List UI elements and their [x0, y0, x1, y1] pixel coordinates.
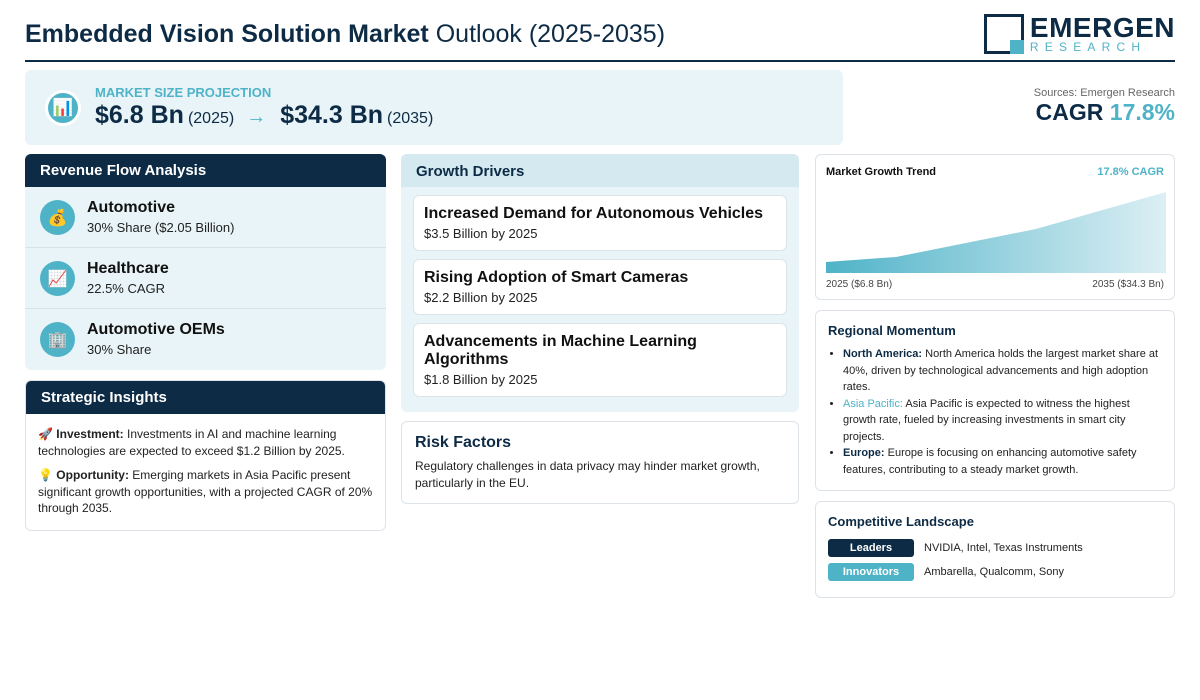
- revenue-icon: 📈: [40, 261, 75, 296]
- driver-card: Advancements in Machine Learning Algorit…: [413, 323, 787, 397]
- revenue-name: Automotive OEMs: [87, 321, 225, 338]
- region-list: North America: North America holds the l…: [828, 346, 1162, 478]
- insight-icon: 🚀: [38, 427, 53, 441]
- logo-sub: RESEARCH: [1029, 39, 1147, 54]
- insight: 💡 Opportunity: Emerging markets in Asia …: [38, 467, 373, 517]
- revenue-name: Healthcare: [87, 260, 169, 277]
- section-title: Risk Factors: [415, 434, 512, 451]
- insight-list: 🚀 Investment: Investments in AI and mach…: [26, 426, 385, 517]
- driver-detail: $3.5 Billion by 2025: [424, 226, 538, 241]
- logo-mark: [983, 14, 1024, 54]
- summary: Sources: Emergen Research CAGR 17.8%: [1034, 87, 1175, 126]
- region-name: Europe:: [843, 447, 885, 459]
- trend-cagr: 17.8% CAGR: [1097, 166, 1164, 178]
- revenue-item: 📈 Healthcare 22.5% CAGR: [25, 248, 386, 309]
- growth-drivers: Growth Drivers Increased Demand for Auto…: [401, 154, 799, 412]
- company-names: Ambarella, Qualcomm, Sony: [924, 566, 1064, 578]
- trend-card: Market Growth Trend 17.8% CAGR 2025 ($6.…: [815, 154, 1175, 300]
- section-title: Growth Drivers: [401, 154, 799, 187]
- driver-card: Rising Adoption of Smart Cameras $2.2 Bil…: [413, 259, 787, 315]
- driver-name: Advancements in Machine Learning Algorit…: [424, 333, 697, 368]
- revenue-item: 💰 Automotive 30% Share ($2.05 Billion): [25, 187, 386, 248]
- revenue-detail: 30% Share: [87, 342, 152, 357]
- risk-factors: Risk Factors Regulatory challenges in da…: [401, 421, 799, 504]
- regional-momentum: Regional Momentum North America: North A…: [815, 310, 1175, 491]
- region-text: North America holds the largest market s…: [843, 348, 1159, 393]
- region-text: Asia Pacific is expected to witness the …: [843, 397, 1130, 443]
- end-year: (2035): [387, 110, 434, 127]
- revenue-flow: Revenue Flow Analysis 💰 Automotive 30% Sha…: [25, 154, 386, 370]
- cagr-value: 17.8%: [1109, 99, 1175, 125]
- end-value: $34.3 Bn: [280, 101, 384, 129]
- revenue-item: 🏢 Automotive OEMs 30% Share: [25, 309, 386, 370]
- title-rest: Outlook (2025-2035): [435, 20, 666, 48]
- section-title: Strategic Insights: [26, 381, 385, 414]
- driver-detail: $1.8 Billion by 2025: [424, 372, 538, 387]
- start-value: $6.8 Bn: [95, 101, 184, 129]
- insight-text: Investments in AI and machine learning t…: [38, 427, 345, 458]
- projection-values: $6.8 Bn (2025) → $34.3 Bn (2035): [95, 101, 445, 130]
- insight-label: Opportunity:: [56, 468, 129, 482]
- region-text: Europe is focusing on enhancing automoti…: [843, 447, 1137, 476]
- company-row: Leaders NVIDIA, Intel, Texas Instruments: [828, 539, 1162, 557]
- start-year: (2025): [187, 110, 235, 127]
- trend-title: Market Growth Trend: [826, 166, 937, 178]
- trend-end: 2035 ($34.3 Bn): [1092, 279, 1164, 290]
- title-bold: Embedded Vision Solution Market: [25, 20, 429, 48]
- revenue-detail: 30% Share ($2.05 Billion): [87, 220, 235, 235]
- arrow: →: [246, 106, 267, 128]
- header-rule: [25, 60, 1175, 62]
- company-tag: Leaders: [828, 539, 914, 557]
- section-title: Regional Momentum: [828, 323, 956, 338]
- insight-icon: 💡: [38, 468, 53, 482]
- section-title: Revenue Flow Analysis: [25, 154, 386, 187]
- logo: EMERGEN RESEARCH: [983, 11, 1175, 54]
- region-item: North America: North America holds the l…: [843, 346, 1162, 396]
- trend-area: [826, 192, 1166, 273]
- revenue-list: 💰 Automotive 30% Share ($2.05 Billion) 📈 Hea…: [25, 187, 386, 370]
- revenue-detail: 22.5% CAGR: [87, 281, 166, 296]
- region-item: Asia Pacific: Asia Pacific is expected t…: [843, 396, 1162, 446]
- company-tag: Innovators: [828, 563, 914, 581]
- company-names: NVIDIA, Intel, Texas Instruments: [924, 542, 1083, 554]
- section-title: Competitive Landscape: [828, 514, 974, 529]
- region-name: North America:: [843, 348, 923, 360]
- source: Sources: Emergen Research: [1033, 87, 1175, 99]
- cagr: CAGR 17.8%: [1034, 99, 1175, 126]
- trend-start: 2025 ($6.8 Bn): [826, 279, 893, 290]
- company-list: Leaders NVIDIA, Intel, Texas Instruments I…: [828, 539, 1162, 581]
- region-item: Europe: Europe is focusing on enhancing …: [843, 445, 1162, 478]
- revenue-name: Automotive: [87, 199, 175, 216]
- insight-label: Investment:: [56, 427, 124, 441]
- insight: 🚀 Investment: Investments in AI and mach…: [38, 426, 373, 459]
- driver-detail: $2.2 Billion by 2025: [424, 290, 538, 305]
- region-name: Asia Pacific:: [843, 397, 903, 410]
- driver-name: Rising Adoption of Smart Cameras: [424, 269, 689, 286]
- strategic-insights: Strategic Insights 🚀 Investment: Investm…: [25, 380, 386, 531]
- driver-name: Increased Demand for Autonomous Vehicles: [424, 205, 764, 222]
- projection-panel: 📊 MARKET SIZE PROJECTION $6.8 Bn (2025) → $…: [25, 70, 843, 145]
- driver-card: Increased Demand for Autonomous Vehicles…: [413, 195, 787, 251]
- title: Embedded Vision Solution Market Outlook …: [25, 20, 665, 49]
- driver-list: Increased Demand for Autonomous Vehicles…: [401, 195, 799, 397]
- risk-text: Regulatory challenges in data privacy ma…: [415, 459, 760, 490]
- projection-label: MARKET SIZE PROJECTION: [95, 85, 272, 100]
- revenue-icon: 💰: [40, 200, 75, 235]
- cagr-label: CAGR: [1035, 99, 1104, 125]
- trend-graphic: [826, 192, 1166, 273]
- revenue-icon: 🏢: [40, 322, 75, 357]
- competitive-landscape: Competitive Landscape Leaders NVIDIA, Int…: [815, 501, 1175, 598]
- company-row: Innovators Ambarella, Qualcomm, Sony: [828, 563, 1162, 581]
- insight-text: Emerging markets in Asia Pacific present…: [38, 468, 373, 515]
- projection-icon: 📊: [45, 90, 81, 126]
- logo-name: EMERGEN: [1029, 11, 1175, 43]
